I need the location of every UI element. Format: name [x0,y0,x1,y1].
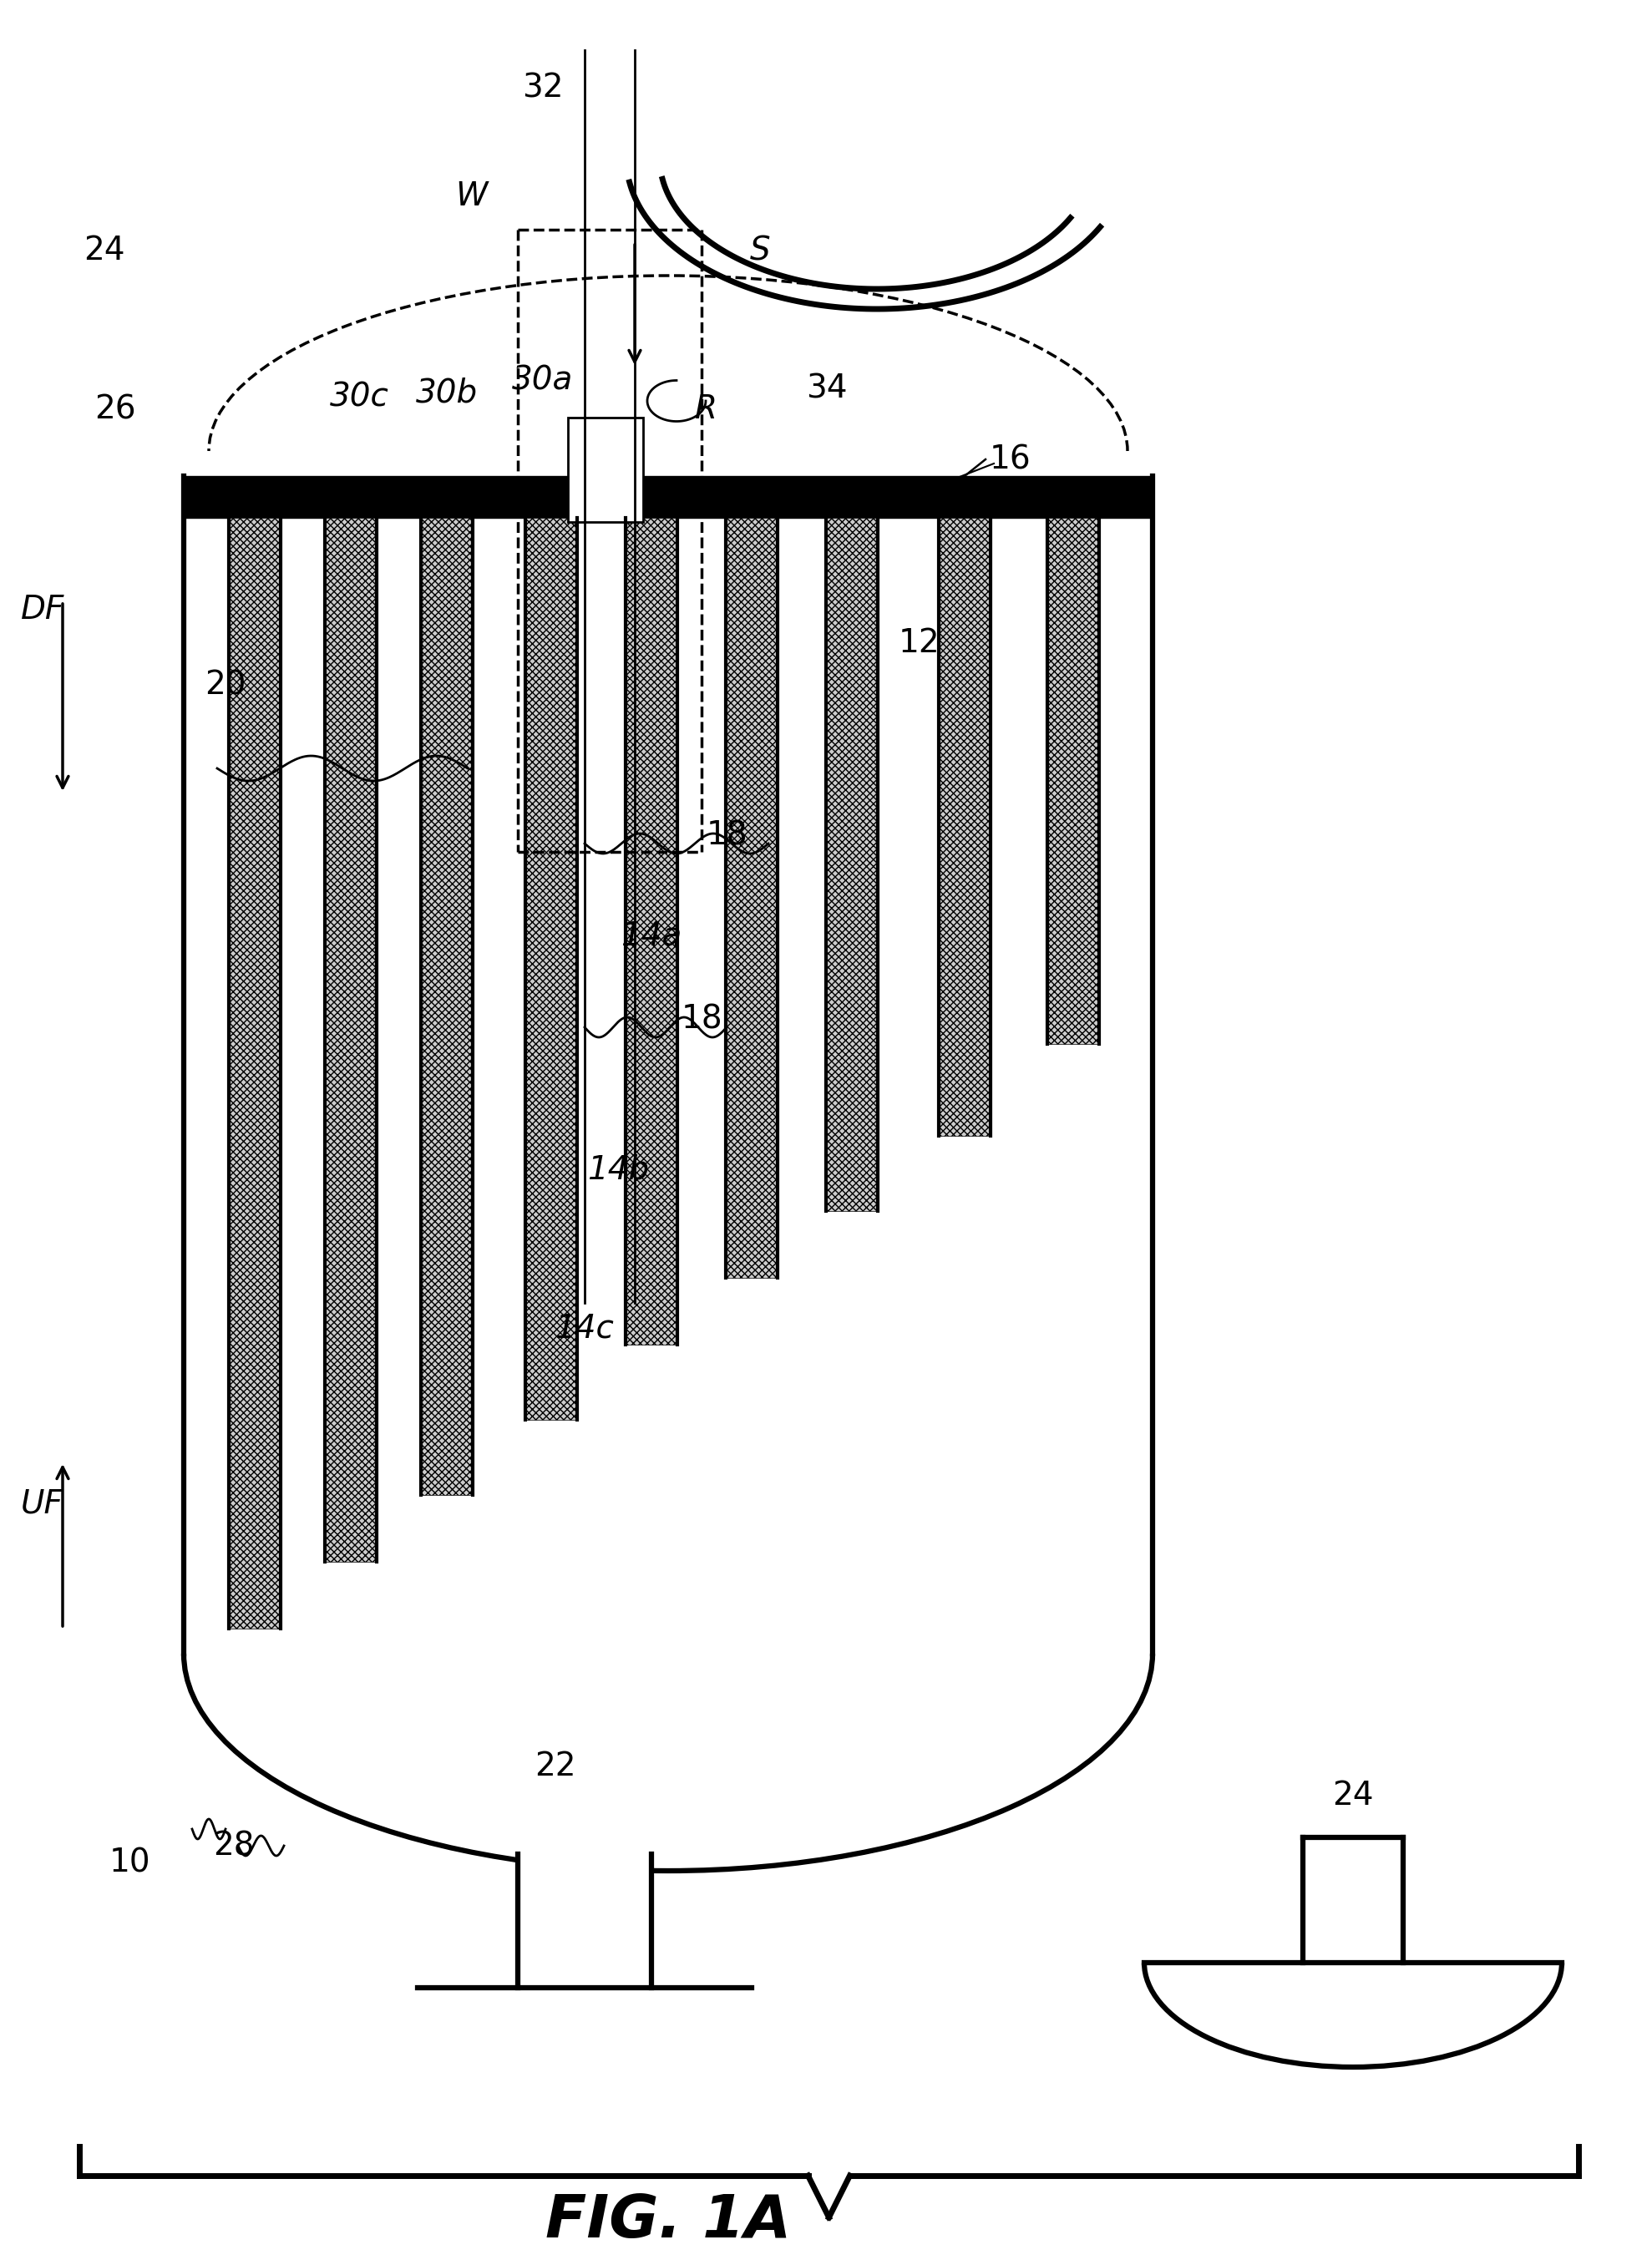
Text: R: R [694,393,717,425]
Text: 30c: 30c [329,382,388,414]
Text: W: W [456,181,487,212]
Text: FIG. 1A: FIG. 1A [545,2192,791,2251]
Text: S: S [750,235,770,267]
Bar [1047,518,1099,1044]
Text: 34: 34 [806,373,847,405]
Bar [568,418,643,522]
Bar [826,518,877,1211]
Text: 28: 28 [213,1831,254,1862]
Text: 18: 18 [705,820,747,852]
Text: 18: 18 [681,1003,722,1035]
Text: 14c: 14c [555,1313,615,1345]
Text: UF: UF [21,1487,63,1519]
Text: 16: 16 [990,443,1031,475]
Text: 10: 10 [109,1846,150,1878]
Text: 30a: 30a [512,364,573,396]
Text: DF: DF [21,594,64,626]
Bar [230,518,281,1629]
Text: 30b: 30b [416,377,477,409]
Text: 12: 12 [899,628,940,660]
Text: 32: 32 [522,72,563,104]
Bar [725,518,778,1277]
Text: 14a: 14a [621,920,682,951]
Bar [938,518,991,1137]
Text: 20: 20 [205,669,246,701]
Bar [325,518,377,1562]
Bar [525,518,577,1419]
Text: 26: 26 [94,393,135,425]
Text: 24: 24 [84,235,126,267]
Bar [421,518,472,1494]
Text: 24: 24 [1332,1781,1374,1813]
Text: 14b: 14b [586,1153,649,1184]
Bar [626,518,677,1345]
Text: 22: 22 [535,1752,577,1783]
